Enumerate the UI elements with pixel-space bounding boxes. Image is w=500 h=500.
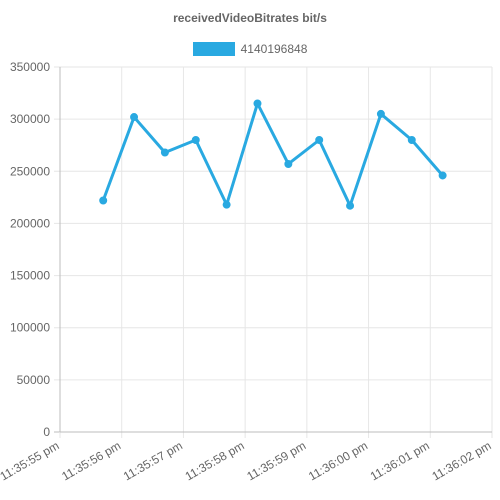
data-point [346, 201, 355, 210]
x-tick-label: 11:35:56 pm [59, 438, 123, 483]
x-tick-label: 11:35:57 pm [121, 438, 185, 483]
data-point [130, 113, 139, 122]
data-point [407, 136, 416, 144]
x-tick-label: 11:36:00 pm [306, 438, 370, 483]
x-tick-label: 11:35:58 pm [183, 438, 247, 483]
x-tick-label: 11:35:55 pm [0, 438, 61, 483]
data-point [438, 171, 447, 180]
data-point [222, 200, 231, 209]
legend-swatch [192, 42, 235, 56]
legend-label: 4140196848 [240, 42, 308, 56]
series-line [101, 102, 444, 208]
chart-title: receivedVideoBitrates bit/s [173, 11, 327, 25]
x-tick-label: 11:36:01 pm [368, 438, 432, 483]
axes [59, 67, 492, 433]
legend[interactable]: 4140196848 [0, 42, 500, 56]
data-point [191, 136, 200, 144]
y-axis-ticks: 350000 300000 250000 200000 150000 100000 5000… [10, 60, 50, 439]
series [99, 99, 447, 210]
grid [54, 66, 493, 438]
y-tick-label: 100000 [10, 321, 50, 335]
y-tick-label: 0 [43, 425, 50, 439]
data-point [253, 99, 262, 108]
data-point [160, 148, 169, 157]
x-tick-label: 11:35:59 pm [244, 438, 308, 483]
data-point [376, 109, 385, 118]
y-tick-label: 50000 [17, 373, 51, 387]
y-tick-label: 250000 [10, 164, 50, 178]
y-tick-label: 300000 [10, 112, 50, 126]
y-tick-label: 150000 [10, 269, 50, 283]
y-tick-label: 200000 [10, 216, 50, 230]
x-tick-label: 11:36:02 pm [429, 438, 493, 483]
y-tick-label: 350000 [10, 60, 50, 74]
data-point [284, 159, 293, 168]
data-point [99, 196, 108, 205]
data-point [315, 136, 324, 144]
